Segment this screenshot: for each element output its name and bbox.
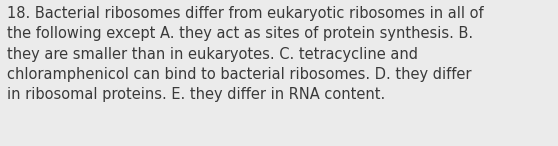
Text: 18. Bacterial ribosomes differ from eukaryotic ribosomes in all of
the following: 18. Bacterial ribosomes differ from euka… [7,6,483,102]
